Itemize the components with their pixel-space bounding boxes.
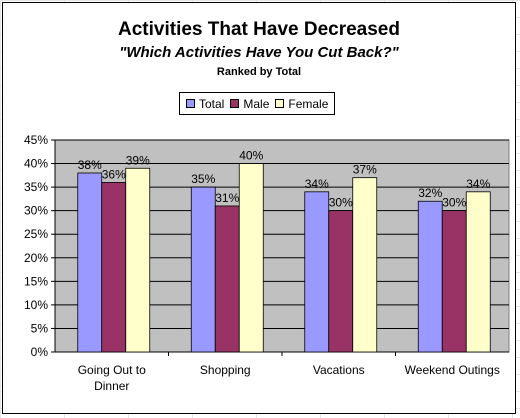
y-tick-label: 20% bbox=[24, 251, 48, 265]
data-label-total: 34% bbox=[305, 177, 329, 191]
y-tick-label: 35% bbox=[24, 180, 48, 194]
y-tick-label: 25% bbox=[24, 227, 48, 241]
y-tick-label: 40% bbox=[24, 157, 48, 171]
y-tick-label: 30% bbox=[24, 204, 48, 218]
data-label-male: 31% bbox=[215, 191, 239, 205]
bar-female-0[interactable] bbox=[125, 167, 151, 353]
category-label: Going Out to bbox=[78, 363, 146, 377]
chart-legend[interactable]: Total Male Female bbox=[179, 92, 336, 115]
category-label: Shopping bbox=[200, 363, 251, 377]
y-tick-label: 0% bbox=[31, 345, 49, 359]
category-label: Vacations bbox=[313, 363, 365, 377]
bar-female-3[interactable] bbox=[465, 191, 491, 353]
bar-male-1[interactable] bbox=[214, 205, 240, 353]
bar-chart-svg[interactable]: 0% 5% 10% 15% 20% 25% 30% 35% 40% 45% 38%36%39% Goi… bbox=[3, 3, 515, 413]
y-tick-label: 5% bbox=[31, 321, 49, 335]
category-label: Dinner bbox=[94, 379, 129, 393]
data-label-male: 30% bbox=[329, 196, 353, 210]
bar-male-0[interactable] bbox=[101, 181, 127, 353]
legend-label-total: Total bbox=[199, 96, 225, 111]
data-label-female: 40% bbox=[239, 149, 263, 163]
data-label-total: 38% bbox=[78, 158, 102, 172]
legend-item-total: Total bbox=[186, 97, 224, 111]
data-label-female: 39% bbox=[126, 153, 150, 167]
chart-subtitle: "Which Activities Have You Cut Back?" bbox=[119, 44, 399, 61]
data-label-total: 32% bbox=[418, 186, 442, 200]
legend-item-female: Female bbox=[275, 97, 328, 111]
chart-title: Activities That Have Decreased bbox=[118, 19, 400, 40]
y-tick-label: 45% bbox=[24, 133, 48, 147]
data-label-female: 37% bbox=[353, 163, 377, 177]
legend-swatch-total bbox=[186, 99, 195, 108]
data-label-male: 30% bbox=[442, 196, 466, 210]
chart-area[interactable]: Activities That Have Decreased "Which Ac… bbox=[2, 2, 516, 414]
legend-item-male: Male bbox=[230, 97, 269, 111]
bar-male-3[interactable] bbox=[441, 210, 467, 353]
bar-total-2[interactable] bbox=[304, 191, 330, 353]
bar-total-1[interactable] bbox=[190, 186, 216, 353]
legend-swatch-male bbox=[230, 99, 240, 108]
bar-female-1[interactable] bbox=[238, 163, 264, 353]
category-label: Weekend Outings bbox=[405, 363, 500, 377]
data-label-female: 34% bbox=[466, 177, 490, 191]
data-label-total: 35% bbox=[191, 172, 215, 186]
bar-total-3[interactable] bbox=[417, 200, 443, 353]
bar-total-0[interactable] bbox=[77, 172, 103, 353]
bar-female-2[interactable] bbox=[352, 177, 378, 353]
y-tick-label: 10% bbox=[24, 298, 48, 312]
legend-label-male: Male bbox=[243, 96, 270, 111]
data-label-male: 36% bbox=[102, 167, 126, 181]
legend-label-female: Female bbox=[288, 96, 329, 111]
y-tick-label: 15% bbox=[24, 274, 48, 288]
bar-male-2[interactable] bbox=[328, 210, 354, 353]
chart-subtitle-ranked: Ranked by Total bbox=[216, 66, 302, 78]
legend-swatch-female bbox=[275, 99, 285, 108]
